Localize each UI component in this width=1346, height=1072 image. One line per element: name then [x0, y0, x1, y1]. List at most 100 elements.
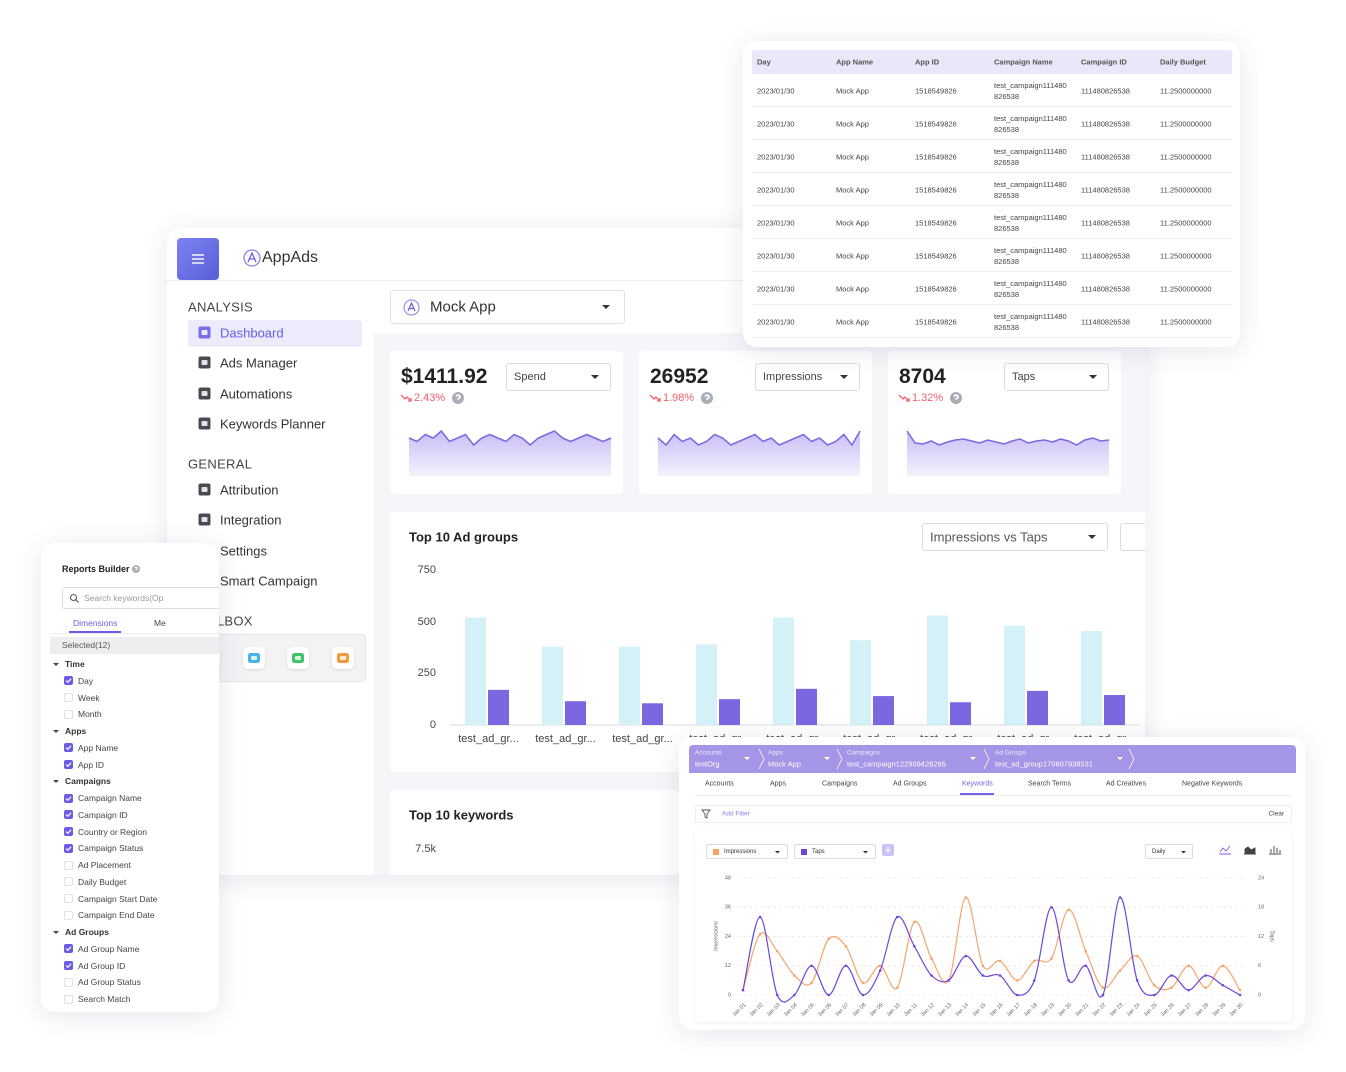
tab[interactable]: Search Terms — [1028, 780, 1072, 788]
field-label[interactable]: Campaign Start Date — [78, 893, 158, 904]
checkbox[interactable] — [64, 743, 73, 753]
add-metric-button[interactable] — [882, 844, 894, 856]
field-label[interactable]: Campaign ID — [78, 809, 128, 820]
metric-select[interactable]: Impressions — [755, 363, 860, 391]
nav-item[interactable]: Keywords Planner — [220, 416, 326, 432]
checkbox-box — [64, 910, 73, 920]
tab[interactable]: Campaigns — [822, 780, 858, 788]
metric-select-label: Impressions — [763, 371, 823, 383]
checkbox[interactable] — [64, 810, 73, 820]
chart-select[interactable]: Impressions vs Taps — [922, 523, 1108, 551]
metric-select[interactable]: Taps — [794, 844, 876, 859]
chart-view-button[interactable] — [1244, 845, 1256, 855]
field-label[interactable]: Country or Region — [78, 826, 147, 837]
tabs-border — [50, 633, 219, 634]
logo-a — [247, 251, 257, 263]
chart-select-extra[interactable] — [1120, 523, 1145, 551]
field-label[interactable]: Search Match — [78, 994, 131, 1004]
breadcrumb-level[interactable]: Campaigns — [847, 749, 880, 757]
menu-button[interactable] — [177, 238, 219, 280]
checkbox[interactable] — [64, 860, 73, 870]
caret-icon — [970, 757, 976, 760]
checkbox[interactable] — [64, 944, 73, 954]
x-tick-label: Jan 11 — [903, 1002, 919, 1018]
checkbox[interactable] — [64, 977, 73, 987]
metric-select[interactable]: Spend — [506, 363, 611, 391]
checkbox[interactable] — [64, 709, 73, 719]
group-name[interactable]: Ad Groups — [65, 927, 109, 937]
x-tick-label: Jan 28 — [1194, 1002, 1210, 1018]
field-label[interactable]: Ad Group ID — [78, 960, 126, 971]
checkbox[interactable] — [64, 676, 73, 686]
tab[interactable]: Apps — [770, 780, 786, 788]
tab[interactable]: Ad Groups — [893, 780, 927, 788]
breadcrumb-value[interactable]: test_campaign122909428265 — [847, 759, 946, 769]
nav-item[interactable]: Smart Campaign — [220, 573, 318, 589]
checkbox[interactable] — [64, 894, 73, 903]
table-cell: 11.2500000000 — [1160, 86, 1212, 95]
caret-icon — [1117, 757, 1123, 760]
tab[interactable]: Negative Keywords — [1182, 780, 1243, 788]
nav-item[interactable]: Attribution — [220, 482, 279, 498]
nav-item[interactable]: Ads Manager — [220, 355, 298, 371]
breadcrumb-value[interactable]: testOrg — [695, 759, 720, 769]
tool-button[interactable] — [287, 647, 309, 669]
x-tick-label: Jan 19 — [1040, 1002, 1056, 1018]
field-label[interactable]: Daily Budget — [78, 876, 127, 887]
field-label[interactable]: App ID — [78, 759, 104, 770]
checkbox[interactable] — [64, 793, 73, 803]
tab[interactable]: Keywords — [962, 780, 993, 788]
checkbox[interactable] — [64, 693, 73, 702]
checkbox[interactable] — [64, 994, 73, 1004]
nav-item[interactable]: Automations — [220, 386, 293, 402]
group-name[interactable]: Time — [65, 659, 85, 669]
checkbox[interactable] — [64, 910, 73, 920]
table-cell: 111480826538 — [1081, 218, 1130, 227]
breadcrumb-value[interactable]: test_ad_group170607938531 — [995, 759, 1094, 769]
clear-filter[interactable]: Clear — [1268, 810, 1284, 818]
tab[interactable]: Ad Creatives — [1106, 780, 1147, 788]
checkbox[interactable] — [64, 827, 73, 836]
metric-select[interactable]: Impressions — [706, 844, 788, 859]
chart-view-button[interactable] — [1269, 845, 1281, 855]
checkbox-check — [65, 762, 72, 768]
search-box[interactable]: Search keywords(Op — [62, 587, 219, 609]
field-label[interactable]: Ad Placement — [78, 860, 131, 870]
field-label[interactable]: Day — [78, 675, 94, 686]
add-filter[interactable]: Add Filter — [722, 810, 750, 818]
tab[interactable]: Dimensions — [73, 618, 118, 628]
tab[interactable]: Accounts — [705, 780, 734, 788]
field-label[interactable]: Campaign End Date — [78, 910, 155, 921]
field-label[interactable]: Campaign Name — [78, 793, 142, 803]
field-label[interactable]: Campaign Status — [78, 843, 144, 854]
tool-button[interactable] — [242, 647, 265, 669]
tab[interactable]: Me — [154, 618, 166, 628]
caret-icon — [863, 850, 868, 853]
breadcrumb-level[interactable]: Ad Groups — [995, 749, 1027, 757]
group-name[interactable]: Apps — [65, 726, 87, 736]
checkbox[interactable] — [64, 877, 73, 887]
checkbox[interactable] — [64, 961, 73, 970]
group-name[interactable]: Campaigns — [65, 776, 111, 787]
nav-item[interactable]: Integration — [220, 512, 282, 528]
field-label[interactable]: Ad Group Name — [78, 943, 140, 954]
field-label[interactable]: Month — [78, 709, 102, 720]
field-label[interactable]: Week — [78, 692, 100, 703]
table-cell: 111480826538 — [1081, 185, 1130, 194]
nav-item[interactable]: Settings — [220, 543, 267, 559]
nav-heading: ANALYSIS — [188, 299, 254, 315]
chart-view-button[interactable] — [1219, 845, 1231, 855]
nav-item[interactable]: Dashboard — [220, 325, 284, 341]
field-label[interactable]: App Name — [78, 742, 119, 753]
tool-button[interactable] — [331, 647, 354, 669]
row-border — [752, 271, 1232, 272]
checkbox[interactable] — [64, 843, 73, 853]
app-select[interactable]: Mock App — [390, 290, 625, 324]
interval-select[interactable]: Daily — [1145, 844, 1193, 859]
field-label[interactable]: Ad Group Status — [78, 977, 141, 988]
breadcrumb-value[interactable]: Mock App — [768, 759, 801, 769]
breadcrumb-level[interactable]: Apps — [768, 749, 783, 757]
checkbox[interactable] — [64, 760, 73, 769]
metric-select[interactable]: Taps — [1004, 363, 1109, 391]
breadcrumb-level[interactable]: Accounts — [695, 749, 722, 757]
